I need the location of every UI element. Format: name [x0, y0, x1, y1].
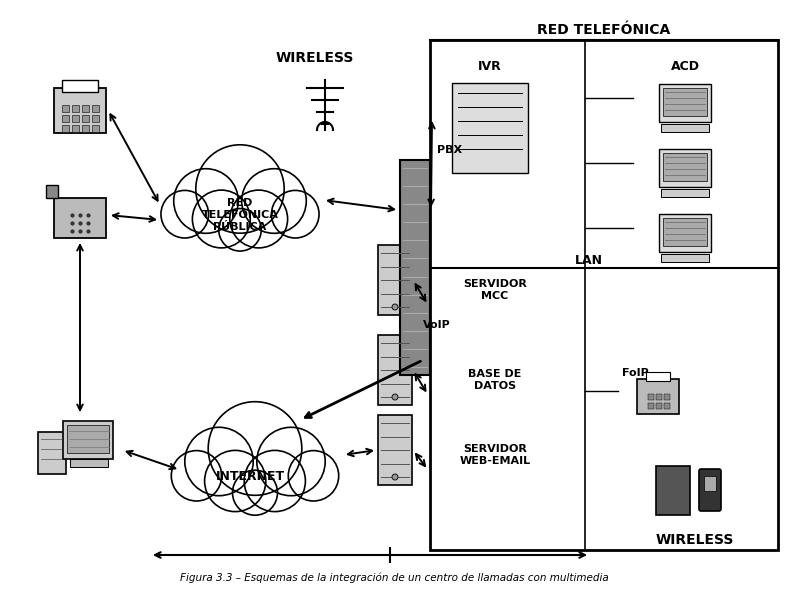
Circle shape	[185, 427, 253, 496]
Text: SERVIDOR
MCC: SERVIDOR MCC	[463, 279, 527, 301]
FancyBboxPatch shape	[378, 245, 412, 315]
FancyBboxPatch shape	[664, 394, 670, 400]
FancyBboxPatch shape	[54, 88, 106, 133]
FancyBboxPatch shape	[664, 403, 670, 409]
FancyBboxPatch shape	[92, 105, 99, 112]
FancyBboxPatch shape	[656, 465, 690, 515]
FancyBboxPatch shape	[72, 105, 79, 112]
FancyBboxPatch shape	[82, 105, 89, 112]
FancyBboxPatch shape	[92, 115, 99, 122]
FancyBboxPatch shape	[82, 115, 89, 122]
Circle shape	[271, 190, 319, 238]
FancyBboxPatch shape	[661, 124, 709, 132]
Text: Figura 3.3 – Esquemas de la integración de un centro de llamadas con multimedia: Figura 3.3 – Esquemas de la integración …	[180, 573, 608, 583]
Text: FoIP: FoIP	[622, 368, 649, 378]
FancyBboxPatch shape	[378, 415, 412, 485]
Text: RED TELEFÓNICA: RED TELEFÓNICA	[537, 23, 671, 37]
FancyBboxPatch shape	[699, 469, 721, 511]
Circle shape	[195, 145, 284, 233]
FancyBboxPatch shape	[637, 379, 679, 413]
Circle shape	[392, 394, 398, 400]
FancyBboxPatch shape	[378, 335, 412, 405]
FancyBboxPatch shape	[659, 84, 711, 122]
Circle shape	[171, 451, 221, 501]
FancyBboxPatch shape	[452, 83, 528, 173]
Text: RED
TELEFÓNICA
PÚBLICA: RED TELEFÓNICA PÚBLICA	[202, 198, 278, 231]
Circle shape	[244, 451, 306, 512]
FancyBboxPatch shape	[704, 476, 716, 491]
FancyBboxPatch shape	[659, 214, 711, 252]
Text: BASE DE
DATOS: BASE DE DATOS	[468, 369, 522, 391]
FancyBboxPatch shape	[663, 218, 707, 246]
Text: WIRELESS: WIRELESS	[656, 533, 734, 547]
FancyBboxPatch shape	[648, 403, 654, 409]
FancyBboxPatch shape	[646, 372, 670, 380]
FancyBboxPatch shape	[92, 125, 99, 132]
Text: IVR: IVR	[478, 59, 502, 72]
FancyBboxPatch shape	[72, 115, 79, 122]
Circle shape	[257, 427, 325, 496]
Text: WIRELESS: WIRELESS	[276, 51, 354, 65]
Circle shape	[230, 190, 288, 248]
Circle shape	[232, 470, 277, 515]
FancyBboxPatch shape	[648, 394, 654, 400]
Text: INTERNET: INTERNET	[215, 471, 284, 484]
Circle shape	[161, 190, 209, 238]
Circle shape	[219, 209, 262, 251]
FancyBboxPatch shape	[661, 189, 709, 197]
FancyBboxPatch shape	[62, 80, 98, 91]
Text: SERVIDOR
WEB-EMAIL: SERVIDOR WEB-EMAIL	[459, 444, 530, 466]
FancyBboxPatch shape	[54, 197, 106, 237]
FancyBboxPatch shape	[656, 394, 662, 400]
Circle shape	[208, 402, 302, 495]
FancyBboxPatch shape	[656, 403, 662, 409]
FancyBboxPatch shape	[62, 105, 69, 112]
FancyBboxPatch shape	[70, 459, 108, 467]
Text: VoIP: VoIP	[423, 320, 451, 330]
Text: PBX: PBX	[437, 145, 462, 155]
Circle shape	[392, 474, 398, 480]
FancyBboxPatch shape	[663, 88, 707, 116]
Circle shape	[288, 451, 339, 501]
FancyBboxPatch shape	[659, 149, 711, 187]
Circle shape	[205, 451, 266, 512]
Text: LAN: LAN	[575, 253, 603, 266]
FancyBboxPatch shape	[62, 125, 69, 132]
Circle shape	[173, 168, 238, 233]
FancyBboxPatch shape	[82, 125, 89, 132]
Circle shape	[242, 168, 307, 233]
FancyBboxPatch shape	[400, 160, 430, 375]
Polygon shape	[46, 184, 58, 197]
FancyBboxPatch shape	[663, 153, 707, 181]
FancyBboxPatch shape	[38, 432, 66, 474]
FancyBboxPatch shape	[72, 125, 79, 132]
FancyBboxPatch shape	[661, 254, 709, 262]
Text: ACD: ACD	[671, 59, 700, 72]
FancyBboxPatch shape	[63, 421, 113, 459]
Ellipse shape	[168, 174, 312, 240]
FancyBboxPatch shape	[67, 425, 109, 453]
FancyBboxPatch shape	[430, 40, 778, 550]
Circle shape	[392, 304, 398, 310]
Circle shape	[192, 190, 251, 248]
FancyBboxPatch shape	[62, 115, 69, 122]
Ellipse shape	[179, 432, 332, 504]
